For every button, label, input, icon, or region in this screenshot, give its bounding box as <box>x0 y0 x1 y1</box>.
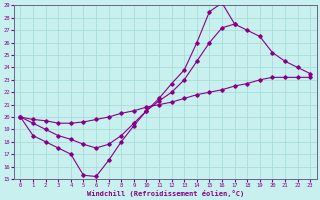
X-axis label: Windchill (Refroidissement éolien,°C): Windchill (Refroidissement éolien,°C) <box>87 190 244 197</box>
